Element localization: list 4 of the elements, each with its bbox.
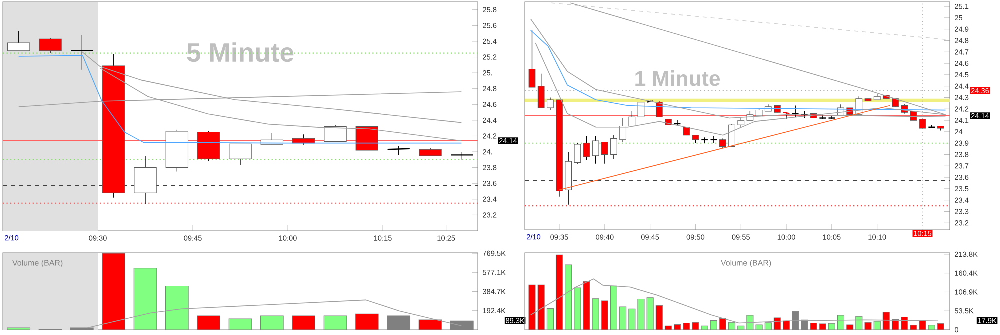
text: Volume (BAR) (12, 260, 63, 268)
text: 5 Minute (187, 42, 294, 62)
text: 1 Minute (636, 70, 720, 86)
text: Volume (BAR) (720, 260, 772, 268)
